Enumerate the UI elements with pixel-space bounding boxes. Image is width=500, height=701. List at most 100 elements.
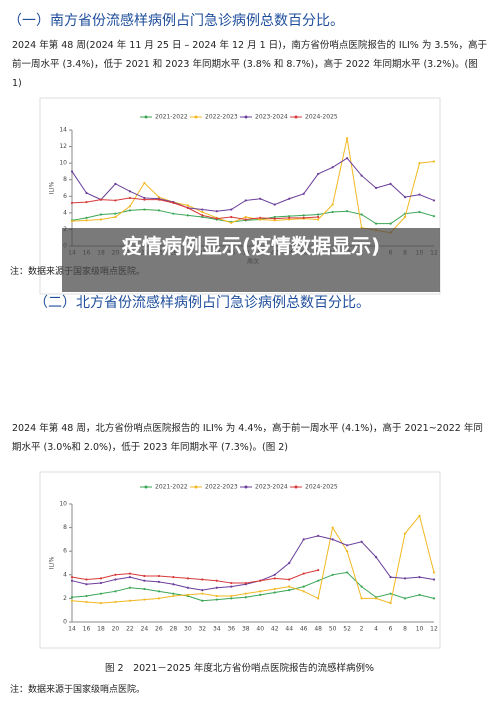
x-tick-label: 44: [285, 626, 293, 633]
point: [346, 137, 349, 140]
legend-swatch: [294, 485, 298, 489]
point: [273, 573, 276, 576]
point: [143, 196, 146, 200]
x-tick-label: 38: [242, 626, 250, 633]
point: [302, 214, 305, 217]
series-line: [71, 197, 319, 220]
point: [259, 216, 262, 219]
y-tick-label: 4: [63, 209, 67, 216]
point: [331, 203, 334, 206]
x-tick-label: 50: [329, 626, 337, 633]
point: [114, 573, 117, 576]
series-line: [71, 209, 435, 225]
point: [374, 186, 378, 190]
point: [331, 210, 334, 214]
point: [389, 576, 392, 579]
point: [230, 597, 233, 600]
point: [403, 215, 407, 219]
y-tick-label: 2: [63, 595, 67, 602]
point: [143, 574, 146, 578]
legend-swatch: [144, 485, 148, 489]
point: [85, 583, 88, 586]
point: [432, 199, 436, 202]
point: [230, 581, 233, 585]
point: [157, 590, 160, 593]
point: [186, 206, 189, 209]
point: [99, 602, 103, 605]
point: [85, 191, 88, 195]
point: [389, 182, 392, 185]
point: [418, 576, 421, 579]
point: [186, 204, 189, 207]
point: [157, 196, 160, 199]
point: [172, 212, 175, 215]
point: [317, 597, 320, 600]
x-tick-label: 14: [68, 626, 76, 633]
point: [302, 572, 305, 575]
point: [244, 596, 247, 599]
x-tick-label: 42: [271, 626, 279, 633]
point: [360, 174, 363, 177]
point: [215, 594, 218, 598]
point: [403, 577, 407, 580]
point: [143, 198, 146, 201]
point: [85, 219, 88, 222]
note: 注：数据来源于国家级哨点医院。: [10, 685, 146, 695]
x-tick-label: 46: [300, 626, 308, 633]
point: [85, 600, 88, 604]
point: [432, 215, 436, 218]
legend-swatch: [194, 115, 198, 119]
point: [273, 577, 276, 580]
point: [114, 182, 117, 185]
point: [288, 585, 291, 588]
series-line: [71, 514, 435, 604]
y-tick-label: 6: [63, 548, 67, 555]
x-tick-label: 24: [141, 626, 149, 633]
y-tick-label: 8: [63, 176, 67, 183]
point: [143, 579, 146, 582]
point: [288, 578, 291, 581]
legend-swatch: [294, 115, 298, 119]
point: [201, 578, 204, 581]
point: [215, 586, 218, 589]
point: [215, 217, 218, 220]
point: [273, 215, 276, 219]
point: [331, 526, 334, 529]
point: [85, 578, 88, 581]
point: [317, 218, 320, 221]
y-axis-label: ILI%: [49, 556, 56, 569]
point: [157, 580, 160, 583]
heading: （一）南方省份流感样病例占门急诊病例总数百分比。: [8, 13, 344, 29]
series-line: [71, 569, 319, 584]
point: [273, 587, 276, 591]
point: [259, 590, 262, 593]
y-tick-label: 8: [63, 524, 67, 531]
point: [259, 579, 262, 582]
point: [273, 217, 276, 220]
x-tick-label: 4: [374, 626, 378, 633]
point: [215, 210, 218, 213]
point: [70, 576, 74, 579]
point: [317, 213, 320, 216]
point: [70, 220, 74, 223]
y-tick-label: 10: [59, 501, 67, 508]
point: [172, 576, 175, 579]
paragraph: 2024 年第 48 周，北方省份哨点医院报告的 ILI% 为 4.4%，高于前…: [12, 423, 483, 453]
point: [201, 215, 204, 219]
y-tick-label: 6: [63, 193, 67, 200]
point: [70, 599, 74, 602]
y-tick-label: 4: [63, 571, 67, 578]
point: [230, 208, 233, 211]
point: [70, 596, 74, 599]
point: [273, 203, 276, 206]
point: [128, 572, 132, 575]
point: [70, 170, 74, 173]
point: [346, 157, 349, 160]
point: [157, 198, 160, 201]
point: [143, 208, 146, 211]
x-tick-label: 16: [83, 626, 91, 633]
point: [259, 197, 262, 200]
point: [143, 598, 146, 601]
point: [99, 592, 103, 595]
